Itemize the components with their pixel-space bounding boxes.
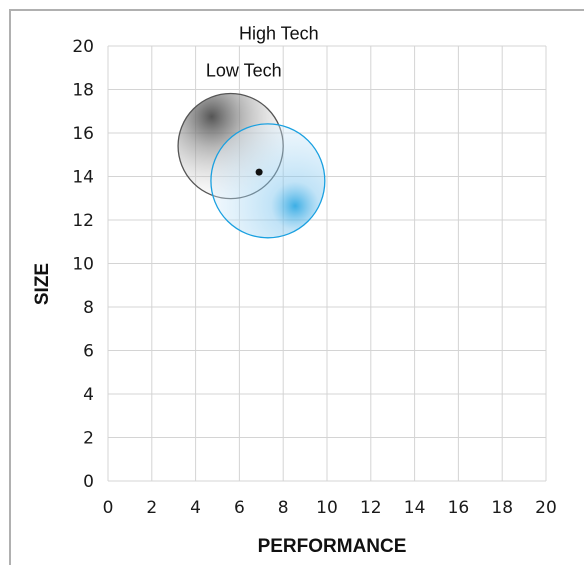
y-tick-label: 16	[72, 124, 94, 144]
x-tick-label: 2	[146, 498, 157, 518]
series-label-high-tech: High Tech	[239, 23, 319, 43]
x-axis-title: PERFORMANCE	[258, 536, 407, 557]
y-axis-title: SIZE	[32, 263, 53, 305]
y-tick-label: 20	[72, 37, 94, 57]
y-tick-label: 18	[72, 81, 94, 101]
bubbles	[177, 92, 326, 239]
x-tick-label: 16	[448, 498, 470, 518]
series-label-low-tech: Low Tech	[206, 60, 282, 80]
y-tick-label: 10	[72, 255, 94, 275]
chart-frame	[9, 9, 584, 565]
x-tick-label: 6	[234, 498, 245, 518]
y-tick-label: 14	[72, 168, 94, 188]
tick-labels: 0 2 4 6 8 10 12 14 16 18 20 0 2 4 6 8 10 12 14 16 18 20	[72, 37, 556, 518]
x-tick-label: 8	[278, 498, 289, 518]
y-tick-label: 8	[83, 298, 94, 318]
y-tick-label: 6	[83, 342, 94, 362]
x-tick-label: 4	[190, 498, 201, 518]
x-tick-label: 10	[316, 498, 338, 518]
center-marker-point	[255, 168, 263, 176]
bubble-high-tech	[210, 123, 326, 239]
x-tick-label: 20	[535, 498, 557, 518]
y-tick-label: 12	[72, 211, 94, 231]
x-tick-label: 12	[360, 498, 382, 518]
series-labels: Low Tech High Tech	[206, 23, 319, 80]
grid	[107, 45, 547, 482]
y-tick-label: 2	[83, 429, 94, 449]
x-tick-label: 18	[491, 498, 513, 518]
y-tick-label: 0	[83, 472, 94, 492]
y-tick-label: 4	[83, 385, 94, 405]
x-tick-label: 0	[103, 498, 114, 518]
x-tick-label: 14	[404, 498, 426, 518]
